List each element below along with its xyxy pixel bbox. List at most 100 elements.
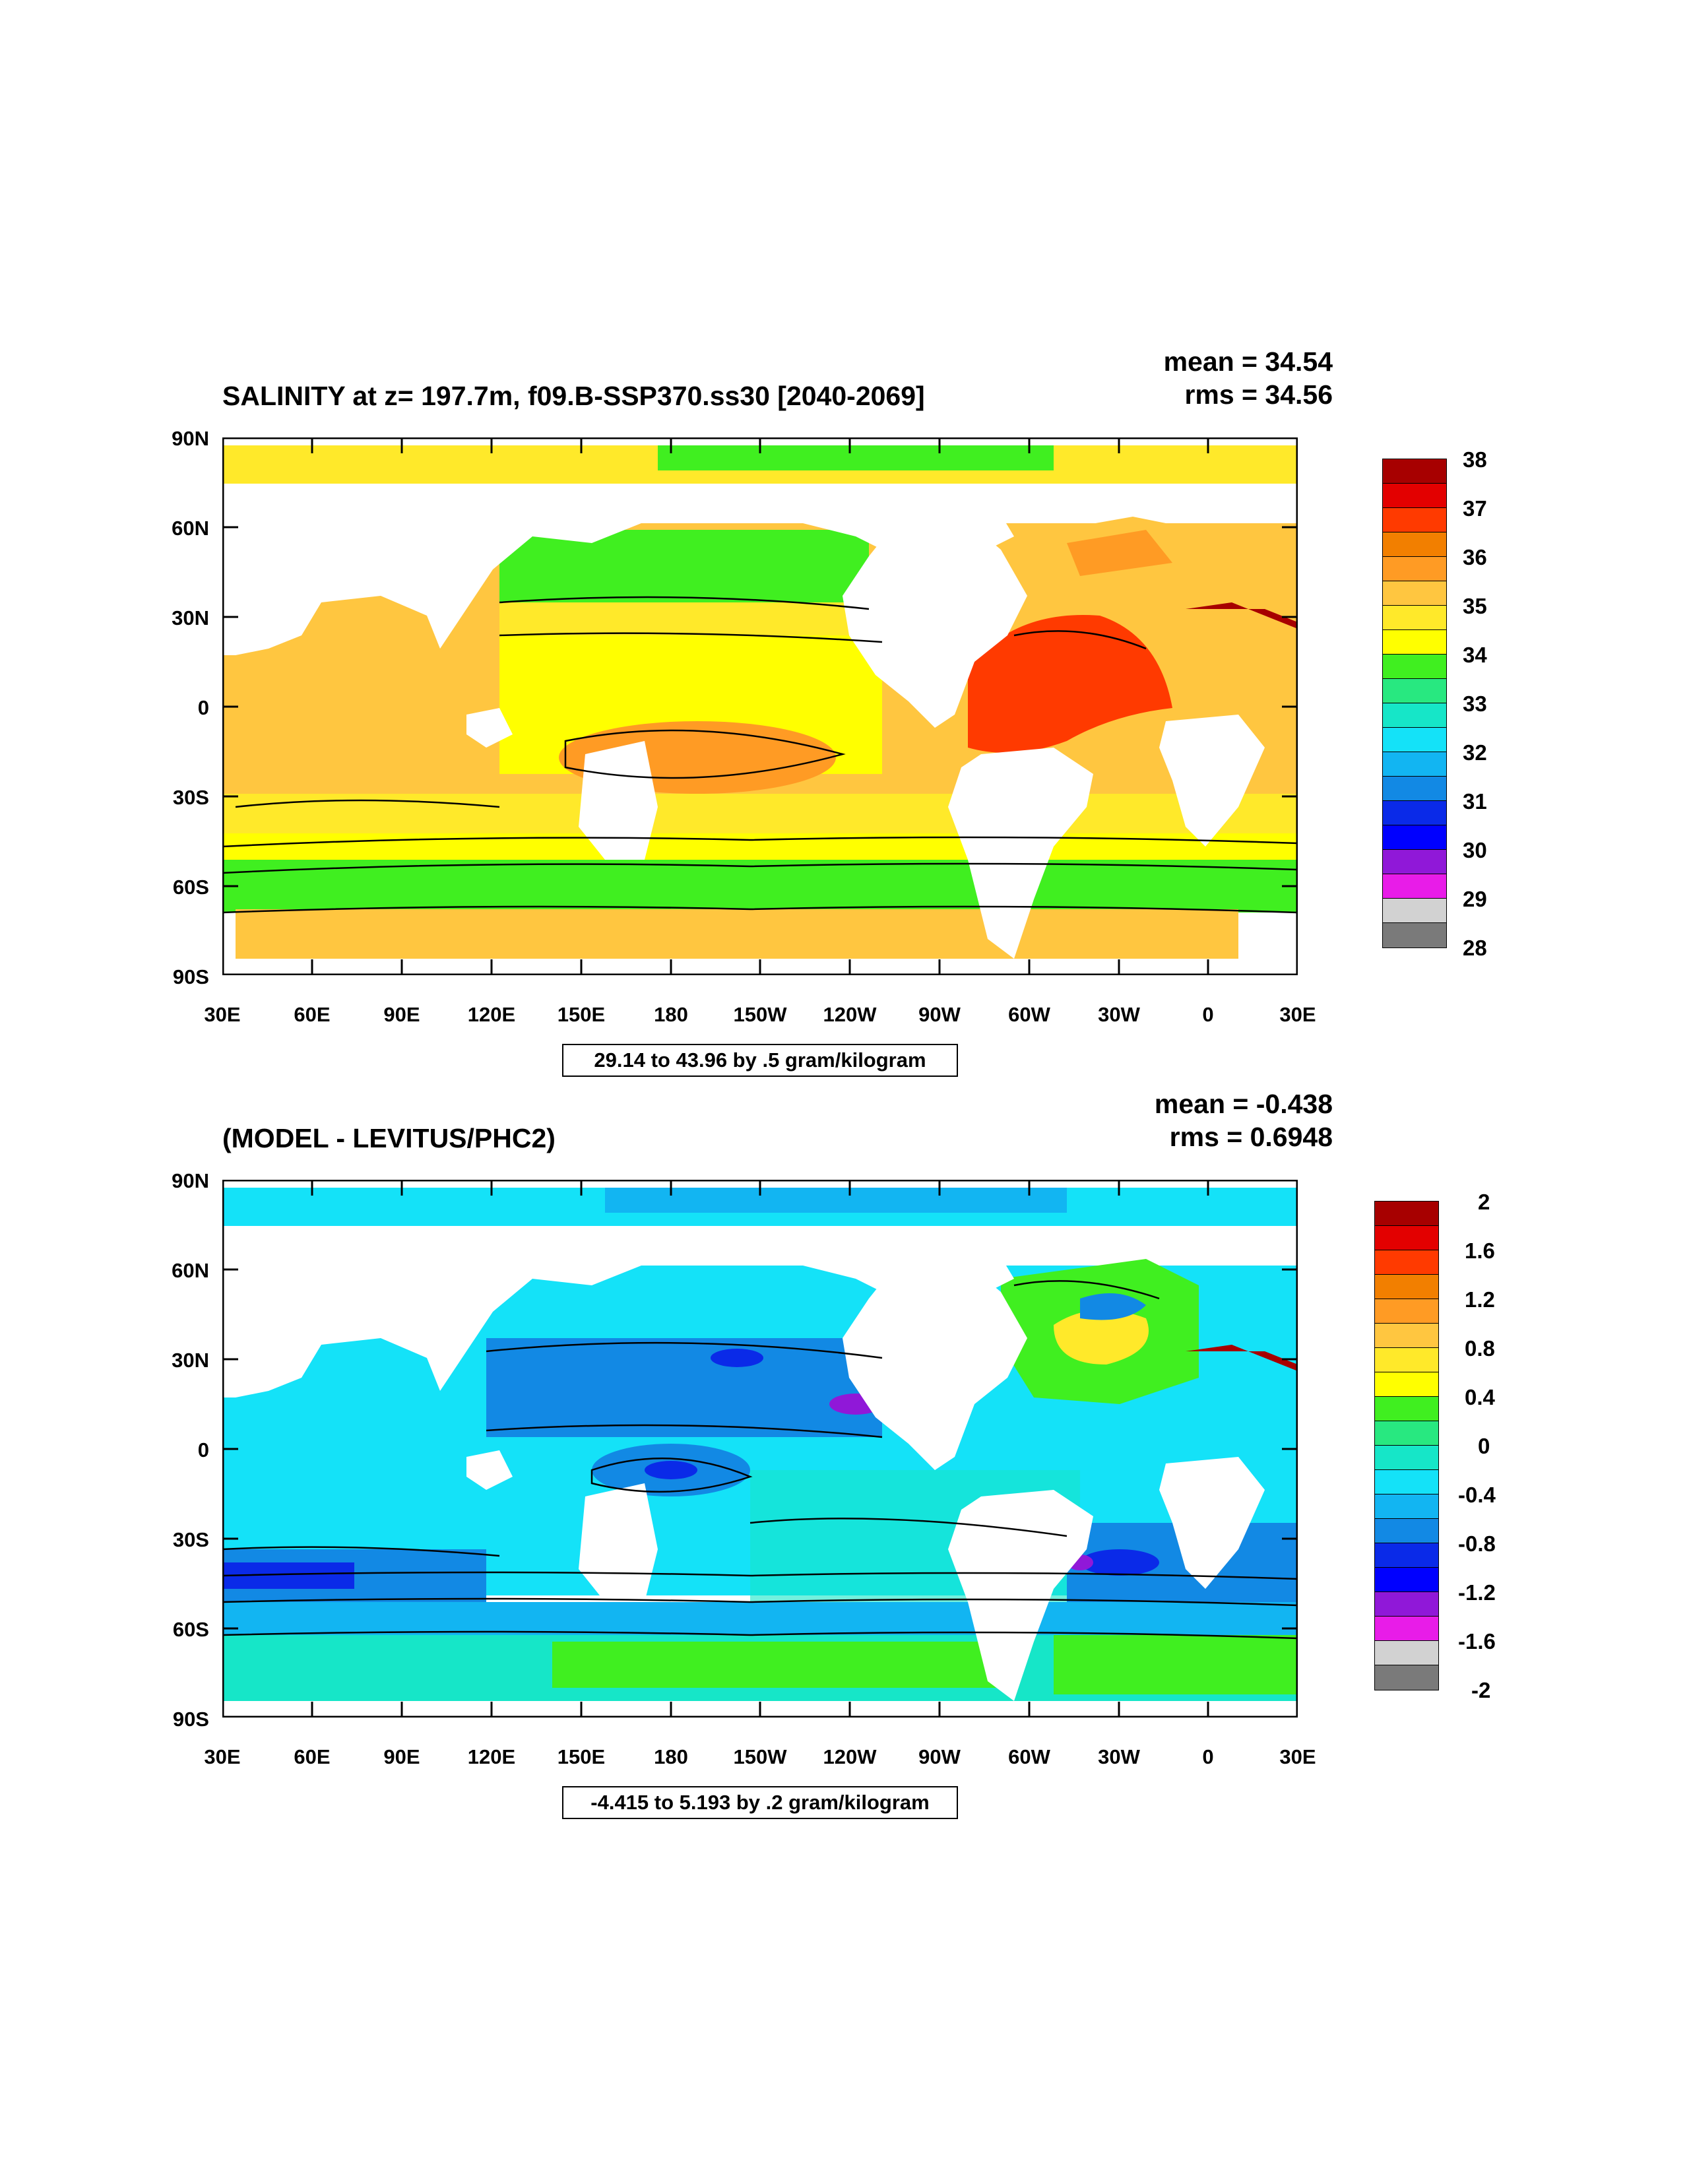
- lat-label: 60S: [172, 876, 209, 899]
- lon-label: 120E: [467, 1003, 516, 1026]
- colorbar-label: 34: [1463, 643, 1487, 667]
- colorbar-box: [1374, 1591, 1439, 1617]
- lon-label: 90W: [918, 1003, 961, 1026]
- lat-label: 0: [197, 1438, 209, 1461]
- rms-value: rms = 34.56: [1184, 379, 1333, 410]
- colorbar-box: [1382, 849, 1447, 875]
- lon-label: 60E: [294, 1745, 331, 1768]
- colorbar-label: -1.6: [1458, 1629, 1496, 1654]
- difference-map: [222, 1180, 1298, 1718]
- lat-label: 90S: [172, 965, 209, 988]
- lon-label: 60W: [1008, 1745, 1050, 1768]
- colorbar-box: [1382, 605, 1447, 631]
- lon-label: 30E: [1279, 1745, 1316, 1768]
- colorbar-box: [1382, 825, 1447, 851]
- mean-value: mean = 34.54: [1163, 346, 1333, 377]
- colorbar-label: 36: [1463, 545, 1487, 569]
- colorbar-box: [1382, 922, 1447, 948]
- lon-label: 30W: [1098, 1745, 1140, 1768]
- lat-label: 90S: [172, 1708, 209, 1731]
- colorbar-box: [1374, 1543, 1439, 1568]
- lon-label: 30W: [1098, 1003, 1140, 1026]
- colorbar-box: [1382, 556, 1447, 582]
- lat-label: 60N: [172, 517, 209, 540]
- lon-label: 120W: [823, 1003, 877, 1026]
- lon-label: 60W: [1008, 1003, 1050, 1026]
- colorbar-label: -0.4: [1458, 1483, 1496, 1507]
- colorbar-box: [1374, 1665, 1439, 1690]
- colorbar-box: [1374, 1250, 1439, 1275]
- colorbar-label: 31: [1463, 789, 1487, 814]
- colorbar-box: [1374, 1445, 1439, 1471]
- colorbar-box: [1374, 1469, 1439, 1495]
- lon-label: 120E: [467, 1745, 516, 1768]
- lon-label: 90E: [383, 1003, 420, 1026]
- colorbar-box: [1374, 1616, 1439, 1642]
- colorbar-box: [1382, 581, 1447, 606]
- lon-label: 0: [1202, 1003, 1214, 1026]
- colorbar-box: [1382, 629, 1447, 655]
- contour-range-label: 29.14 to 43.96 by .5 gram/kilogram: [562, 1044, 958, 1077]
- colorbar-box: [1382, 752, 1447, 777]
- colorbar-box: [1382, 727, 1447, 753]
- colorbar-label: 1.6: [1465, 1238, 1495, 1263]
- salinity-map: [222, 437, 1298, 975]
- lon-label: 150E: [557, 1745, 606, 1768]
- colorbar-box: [1374, 1640, 1439, 1666]
- lon-label: 150W: [733, 1745, 787, 1768]
- rms-value: rms = 0.6948: [1169, 1122, 1333, 1152]
- colorbar-box: [1374, 1201, 1439, 1227]
- colorbar-label: 33: [1463, 691, 1487, 716]
- lat-label: 60S: [172, 1618, 209, 1641]
- lat-label: 30N: [172, 606, 209, 629]
- colorbar-box: [1382, 654, 1447, 680]
- colorbar: [1382, 459, 1447, 953]
- colorbar-box: [1374, 1396, 1439, 1422]
- colorbar-box: [1374, 1274, 1439, 1300]
- colorbar-label: 0: [1478, 1434, 1490, 1458]
- colorbar-label: 28: [1463, 936, 1487, 960]
- colorbar-box: [1374, 1494, 1439, 1520]
- panel-title: SALINITY at z= 197.7m, f09.B-SSP370.ss30…: [222, 381, 925, 411]
- lon-label: 30E: [204, 1745, 241, 1768]
- colorbar-label: 2: [1478, 1190, 1490, 1214]
- mean-value: mean = -0.438: [1154, 1089, 1333, 1119]
- difference-panel: (MODEL - LEVITUS/PHC2) mean = -0.438 rms…: [0, 1085, 1689, 1831]
- colorbar-box: [1374, 1518, 1439, 1544]
- colorbar-box: [1374, 1225, 1439, 1251]
- colorbar-box: [1374, 1567, 1439, 1593]
- colorbar-box: [1382, 874, 1447, 899]
- colorbar-label: 35: [1463, 594, 1487, 618]
- colorbar-box: [1374, 1421, 1439, 1446]
- lon-label: 30E: [1279, 1003, 1316, 1026]
- colorbar-box: [1374, 1372, 1439, 1397]
- colorbar-label: 29: [1463, 887, 1487, 911]
- panel-title: (MODEL - LEVITUS/PHC2): [222, 1123, 556, 1153]
- colorbar-label: 1.2: [1465, 1287, 1495, 1312]
- lon-label: 180: [654, 1745, 688, 1768]
- colorbar-label: 32: [1463, 740, 1487, 765]
- lat-label: 30S: [172, 1528, 209, 1551]
- colorbar-label: 38: [1463, 447, 1487, 472]
- difference-map-svg: [222, 1180, 1298, 1718]
- lat-label: 90N: [172, 1169, 209, 1192]
- colorbar-box: [1382, 703, 1447, 728]
- salinity-map-svg: [222, 437, 1298, 975]
- lon-label: 30E: [204, 1003, 241, 1026]
- colorbar-box: [1374, 1323, 1439, 1349]
- lat-label: 30N: [172, 1349, 209, 1372]
- lat-label: 90N: [172, 427, 209, 450]
- contour-range-label: -4.415 to 5.193 by .2 gram/kilogram: [562, 1786, 958, 1819]
- colorbar-box: [1374, 1299, 1439, 1324]
- lon-label: 150W: [733, 1003, 787, 1026]
- colorbar-box: [1382, 483, 1447, 509]
- colorbar-label: -2: [1471, 1678, 1491, 1702]
- colorbar-box: [1382, 898, 1447, 924]
- colorbar-label: 0.8: [1465, 1336, 1495, 1361]
- lon-label: 0: [1202, 1745, 1214, 1768]
- colorbar-label: -1.2: [1458, 1580, 1496, 1605]
- colorbar-box: [1374, 1347, 1439, 1373]
- colorbar-label: -0.8: [1458, 1531, 1496, 1556]
- lat-label: 60N: [172, 1259, 209, 1282]
- lon-label: 60E: [294, 1003, 331, 1026]
